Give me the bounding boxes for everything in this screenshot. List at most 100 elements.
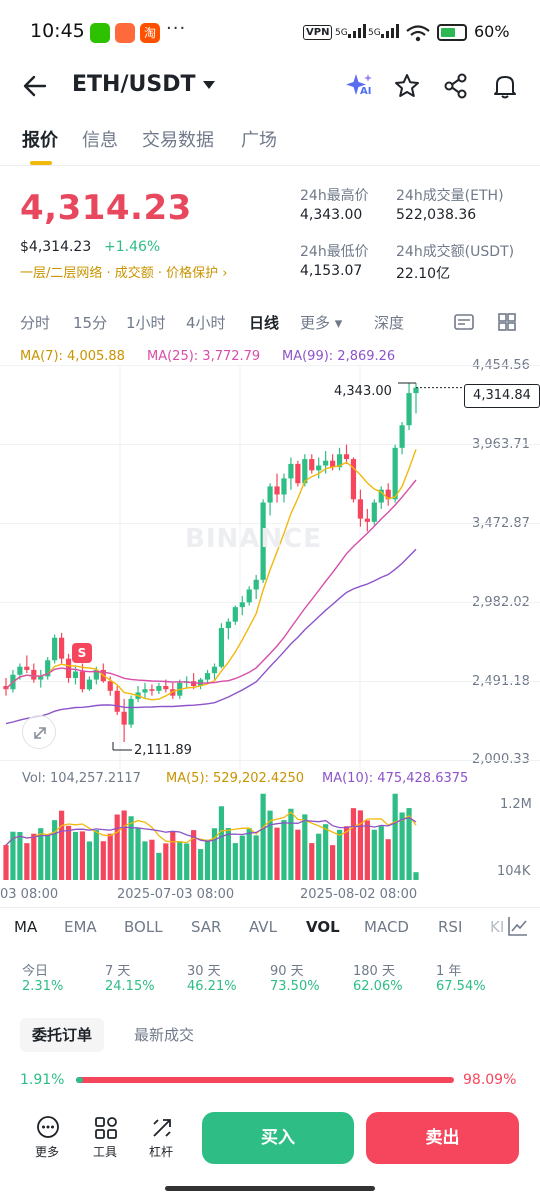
leverage-button[interactable]: [142, 1112, 182, 1164]
candle: [239, 595, 245, 616]
last-price: 4,314.23: [20, 188, 192, 228]
volume-bar: [79, 831, 86, 880]
volume-bar: [371, 829, 377, 880]
ratio-bar-buy: [76, 1077, 84, 1083]
volume-bar: [204, 839, 211, 880]
candle: [65, 653, 72, 683]
perf-label: 1 年: [436, 964, 462, 979]
candle: [316, 457, 322, 479]
expand-icon: [34, 727, 46, 739]
fullscreen-button[interactable]: [22, 715, 56, 749]
indicator-macd[interactable]: MACD: [364, 918, 409, 936]
volume-bar: [350, 808, 357, 880]
back-arrow-icon[interactable]: [22, 74, 48, 98]
low-label: 24h最低价: [300, 244, 369, 260]
tab-quote[interactable]: 报价: [22, 130, 58, 151]
battery-percent: 60%: [474, 22, 510, 41]
interval-depth[interactable]: 深度: [374, 314, 405, 332]
perf-value: 62.06%: [353, 979, 403, 994]
sell-marker[interactable]: S: [72, 643, 92, 663]
volume-chart[interactable]: [0, 790, 540, 882]
tab-latest-trades[interactable]: 最新成交: [134, 1026, 195, 1044]
candle: [211, 663, 218, 680]
volume-bar: [38, 828, 44, 880]
perf-value: 73.50%: [270, 979, 320, 994]
candle: [336, 447, 343, 471]
price-usd: $4,314.23: [20, 239, 92, 255]
indicator-avl[interactable]: AVL: [249, 918, 277, 936]
volume-bar: [197, 849, 204, 880]
tab-square[interactable]: 广场: [241, 130, 277, 151]
indicator-edit-icon[interactable]: [506, 914, 530, 938]
volume-bar: [260, 793, 266, 880]
indicator-boll[interactable]: BOLL: [124, 918, 163, 936]
candle: [323, 451, 329, 474]
volume-bar: [191, 830, 197, 880]
ma25-legend: MA(25): 3,772.79: [147, 349, 261, 364]
volume-bar: [17, 832, 23, 880]
more-button[interactable]: [28, 1112, 68, 1164]
volume-bar: [225, 828, 231, 880]
quote-links[interactable]: 一层/二层网络 · 成交额 · 价格保护 ›: [20, 266, 228, 281]
candle: [371, 499, 377, 526]
volume-bar: [58, 810, 65, 880]
tab-entrust-orders[interactable]: 委托订单: [20, 1018, 105, 1052]
volume-bar: [163, 843, 169, 880]
sell-button[interactable]: 卖出: [366, 1112, 519, 1164]
interval-more[interactable]: 更多 ▾: [300, 314, 343, 332]
ai-sparkle-icon[interactable]: AI: [344, 72, 376, 102]
indicator-sar[interactable]: SAR: [191, 918, 222, 936]
ratio-bar: [76, 1077, 454, 1083]
candlestick-chart[interactable]: [0, 365, 540, 770]
candle: [79, 663, 86, 693]
candle: [128, 695, 134, 728]
tab-indicator: [30, 161, 52, 165]
volume-axis-label: 104K: [497, 864, 531, 879]
candle: [364, 508, 370, 532]
indicator-kdj[interactable]: KI: [490, 918, 504, 936]
vol-usdt-label: 24h成交额(USDT): [396, 244, 515, 260]
candle: [121, 698, 127, 743]
candle: [288, 457, 294, 490]
candle: [86, 676, 92, 691]
volume-bar: [128, 816, 134, 880]
high-marker-label: 4,343.00: [334, 384, 392, 399]
interval-4h[interactable]: 4小时: [186, 314, 226, 332]
vol-ma5-legend: MA(5): 529,202.4250: [166, 771, 305, 786]
volume-bar: [274, 827, 280, 880]
bell-icon[interactable]: [491, 72, 519, 100]
volume-bar: [385, 839, 391, 880]
perf-value: 24.15%: [105, 979, 155, 994]
volume-bar: [343, 826, 350, 880]
tools-icon: [95, 1117, 117, 1139]
chart-settings-icon[interactable]: [453, 312, 475, 332]
indicator-vol[interactable]: VOL: [306, 918, 340, 936]
dropdown-caret-icon[interactable]: [202, 80, 216, 90]
candle: [274, 473, 280, 503]
tab-trading-data[interactable]: 交易数据: [142, 130, 214, 151]
tools-label: 工具: [93, 1145, 118, 1159]
grid-layout-icon[interactable]: [497, 312, 517, 332]
pair-title[interactable]: ETH/USDT: [72, 72, 196, 97]
indicator-ma[interactable]: MA: [14, 918, 38, 936]
indicator-rsi[interactable]: RSI: [438, 918, 463, 936]
indicator-ema[interactable]: EMA: [64, 918, 97, 936]
tab-info[interactable]: 信息: [82, 130, 118, 151]
interval-1h[interactable]: 1小时: [126, 314, 166, 332]
volume-bar: [100, 841, 106, 880]
volume-bar: [3, 845, 9, 880]
share-icon[interactable]: [442, 72, 470, 100]
tools-button[interactable]: [86, 1112, 126, 1164]
volume-bar: [184, 843, 190, 880]
status-time: 10:45: [30, 20, 85, 42]
volume-bar: [288, 808, 294, 880]
candle: [406, 383, 412, 431]
star-icon[interactable]: [393, 72, 421, 100]
volume-bar: [107, 833, 113, 880]
buy-button[interactable]: 买入: [202, 1112, 354, 1164]
interval-timeline[interactable]: 分时: [20, 314, 51, 332]
interval-1d[interactable]: 日线: [249, 314, 280, 332]
interval-15m[interactable]: 15分: [73, 314, 108, 332]
app-icon: [115, 23, 135, 43]
divider: [0, 907, 540, 908]
